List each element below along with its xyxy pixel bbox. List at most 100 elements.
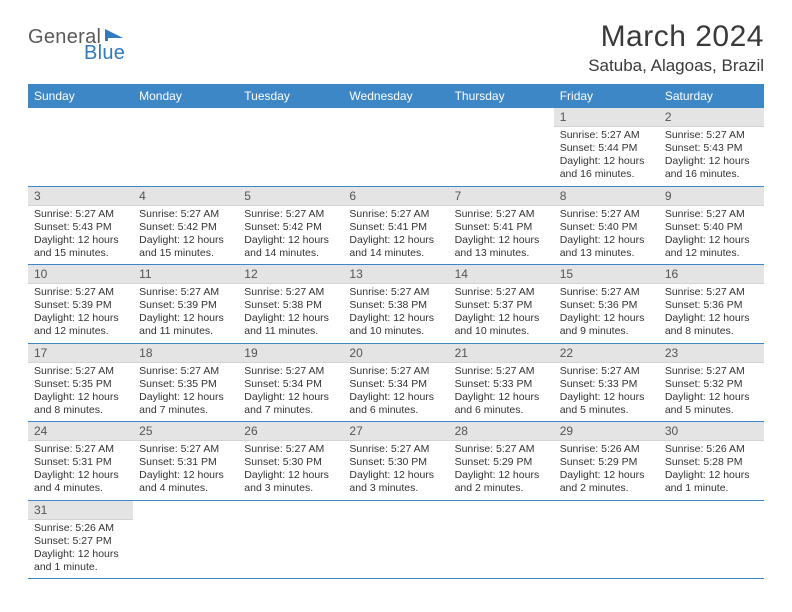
daylight-text: Daylight: 12 hours and 16 minutes. (665, 155, 758, 181)
header-row: General March 2024 Satuba, Alagoas, Braz… (28, 20, 764, 76)
weekday-header: Saturday (659, 84, 764, 108)
daylight-text: Daylight: 12 hours and 15 minutes. (139, 234, 232, 260)
day-number: 26 (238, 422, 343, 441)
sunrise-text: Sunrise: 5:27 AM (139, 208, 232, 221)
sunset-text: Sunset: 5:27 PM (34, 535, 127, 548)
day-details: Sunrise: 5:27 AMSunset: 5:34 PMDaylight:… (343, 363, 448, 422)
calendar-day: 15Sunrise: 5:27 AMSunset: 5:36 PMDayligh… (554, 265, 659, 344)
calendar-day: 18Sunrise: 5:27 AMSunset: 5:35 PMDayligh… (133, 343, 238, 422)
sunrise-text: Sunrise: 5:27 AM (560, 129, 653, 142)
sunrise-text: Sunrise: 5:27 AM (34, 208, 127, 221)
sunset-text: Sunset: 5:36 PM (560, 299, 653, 312)
day-details: Sunrise: 5:27 AMSunset: 5:33 PMDaylight:… (449, 363, 554, 422)
daylight-text: Daylight: 12 hours and 7 minutes. (244, 391, 337, 417)
day-number: 19 (238, 344, 343, 363)
day-details: Sunrise: 5:27 AMSunset: 5:35 PMDaylight:… (28, 363, 133, 422)
sunrise-text: Sunrise: 5:27 AM (349, 286, 442, 299)
daylight-text: Daylight: 12 hours and 4 minutes. (34, 469, 127, 495)
day-details: Sunrise: 5:27 AMSunset: 5:42 PMDaylight:… (133, 206, 238, 265)
day-details: Sunrise: 5:27 AMSunset: 5:29 PMDaylight:… (449, 441, 554, 500)
calendar-day: 2Sunrise: 5:27 AMSunset: 5:43 PMDaylight… (659, 108, 764, 186)
day-details: Sunrise: 5:27 AMSunset: 5:36 PMDaylight:… (554, 284, 659, 343)
calendar-day-empty (133, 108, 238, 186)
day-number: 16 (659, 265, 764, 284)
day-number: 12 (238, 265, 343, 284)
day-number: 13 (343, 265, 448, 284)
sunset-text: Sunset: 5:29 PM (455, 456, 548, 469)
calendar-day: 16Sunrise: 5:27 AMSunset: 5:36 PMDayligh… (659, 265, 764, 344)
daylight-text: Daylight: 12 hours and 11 minutes. (139, 312, 232, 338)
day-number: 7 (449, 187, 554, 206)
day-number: 15 (554, 265, 659, 284)
day-details: Sunrise: 5:27 AMSunset: 5:43 PMDaylight:… (28, 206, 133, 265)
sunrise-text: Sunrise: 5:27 AM (455, 443, 548, 456)
sunrise-text: Sunrise: 5:27 AM (139, 443, 232, 456)
daylight-text: Daylight: 12 hours and 10 minutes. (349, 312, 442, 338)
day-details: Sunrise: 5:27 AMSunset: 5:40 PMDaylight:… (554, 206, 659, 265)
logo-blue-row: Blue (28, 42, 125, 65)
calendar-page: General March 2024 Satuba, Alagoas, Braz… (0, 0, 792, 599)
sunrise-text: Sunrise: 5:26 AM (665, 443, 758, 456)
calendar-day: 7Sunrise: 5:27 AMSunset: 5:41 PMDaylight… (449, 186, 554, 265)
calendar-day: 27Sunrise: 5:27 AMSunset: 5:30 PMDayligh… (343, 422, 448, 501)
day-number: 1 (554, 108, 659, 127)
day-number: 27 (343, 422, 448, 441)
sunset-text: Sunset: 5:32 PM (665, 378, 758, 391)
day-number: 28 (449, 422, 554, 441)
sunrise-text: Sunrise: 5:27 AM (665, 286, 758, 299)
daylight-text: Daylight: 12 hours and 5 minutes. (665, 391, 758, 417)
day-details: Sunrise: 5:27 AMSunset: 5:41 PMDaylight:… (343, 206, 448, 265)
calendar-week: 24Sunrise: 5:27 AMSunset: 5:31 PMDayligh… (28, 422, 764, 501)
daylight-text: Daylight: 12 hours and 4 minutes. (139, 469, 232, 495)
sunrise-text: Sunrise: 5:26 AM (560, 443, 653, 456)
weekday-header: Friday (554, 84, 659, 108)
title-block: March 2024 Satuba, Alagoas, Brazil (588, 20, 764, 76)
calendar-day: 14Sunrise: 5:27 AMSunset: 5:37 PMDayligh… (449, 265, 554, 344)
day-number: 25 (133, 422, 238, 441)
sunrise-text: Sunrise: 5:27 AM (34, 443, 127, 456)
sunrise-text: Sunrise: 5:27 AM (244, 208, 337, 221)
day-number: 3 (28, 187, 133, 206)
day-number: 6 (343, 187, 448, 206)
daylight-text: Daylight: 12 hours and 8 minutes. (34, 391, 127, 417)
calendar-day-empty (449, 500, 554, 579)
day-details: Sunrise: 5:26 AMSunset: 5:27 PMDaylight:… (28, 520, 133, 579)
calendar-day: 6Sunrise: 5:27 AMSunset: 5:41 PMDaylight… (343, 186, 448, 265)
sunrise-text: Sunrise: 5:27 AM (34, 286, 127, 299)
calendar-day: 3Sunrise: 5:27 AMSunset: 5:43 PMDaylight… (28, 186, 133, 265)
day-number: 20 (343, 344, 448, 363)
daylight-text: Daylight: 12 hours and 3 minutes. (349, 469, 442, 495)
daylight-text: Daylight: 12 hours and 3 minutes. (244, 469, 337, 495)
day-number: 31 (28, 501, 133, 520)
day-number: 9 (659, 187, 764, 206)
calendar-day: 30Sunrise: 5:26 AMSunset: 5:28 PMDayligh… (659, 422, 764, 501)
sunrise-text: Sunrise: 5:27 AM (244, 286, 337, 299)
day-details: Sunrise: 5:27 AMSunset: 5:31 PMDaylight:… (133, 441, 238, 500)
day-details: Sunrise: 5:27 AMSunset: 5:42 PMDaylight:… (238, 206, 343, 265)
weekday-header: Wednesday (343, 84, 448, 108)
daylight-text: Daylight: 12 hours and 16 minutes. (560, 155, 653, 181)
weekday-header: Sunday (28, 84, 133, 108)
weekday-header: Monday (133, 84, 238, 108)
month-title: March 2024 (588, 20, 764, 54)
calendar-week: 17Sunrise: 5:27 AMSunset: 5:35 PMDayligh… (28, 343, 764, 422)
day-number: 21 (449, 344, 554, 363)
sunrise-text: Sunrise: 5:27 AM (560, 286, 653, 299)
daylight-text: Daylight: 12 hours and 15 minutes. (34, 234, 127, 260)
sunrise-text: Sunrise: 5:27 AM (665, 208, 758, 221)
sunset-text: Sunset: 5:33 PM (455, 378, 548, 391)
calendar-day: 10Sunrise: 5:27 AMSunset: 5:39 PMDayligh… (28, 265, 133, 344)
calendar-week: 3Sunrise: 5:27 AMSunset: 5:43 PMDaylight… (28, 186, 764, 265)
sunset-text: Sunset: 5:38 PM (244, 299, 337, 312)
calendar-day: 24Sunrise: 5:27 AMSunset: 5:31 PMDayligh… (28, 422, 133, 501)
sunset-text: Sunset: 5:42 PM (139, 221, 232, 234)
day-details: Sunrise: 5:26 AMSunset: 5:29 PMDaylight:… (554, 441, 659, 500)
sunset-text: Sunset: 5:35 PM (34, 378, 127, 391)
sunrise-text: Sunrise: 5:27 AM (455, 286, 548, 299)
sunset-text: Sunset: 5:34 PM (244, 378, 337, 391)
sunset-text: Sunset: 5:36 PM (665, 299, 758, 312)
day-number: 23 (659, 344, 764, 363)
sunset-text: Sunset: 5:39 PM (34, 299, 127, 312)
calendar-day: 17Sunrise: 5:27 AMSunset: 5:35 PMDayligh… (28, 343, 133, 422)
sunrise-text: Sunrise: 5:27 AM (244, 443, 337, 456)
